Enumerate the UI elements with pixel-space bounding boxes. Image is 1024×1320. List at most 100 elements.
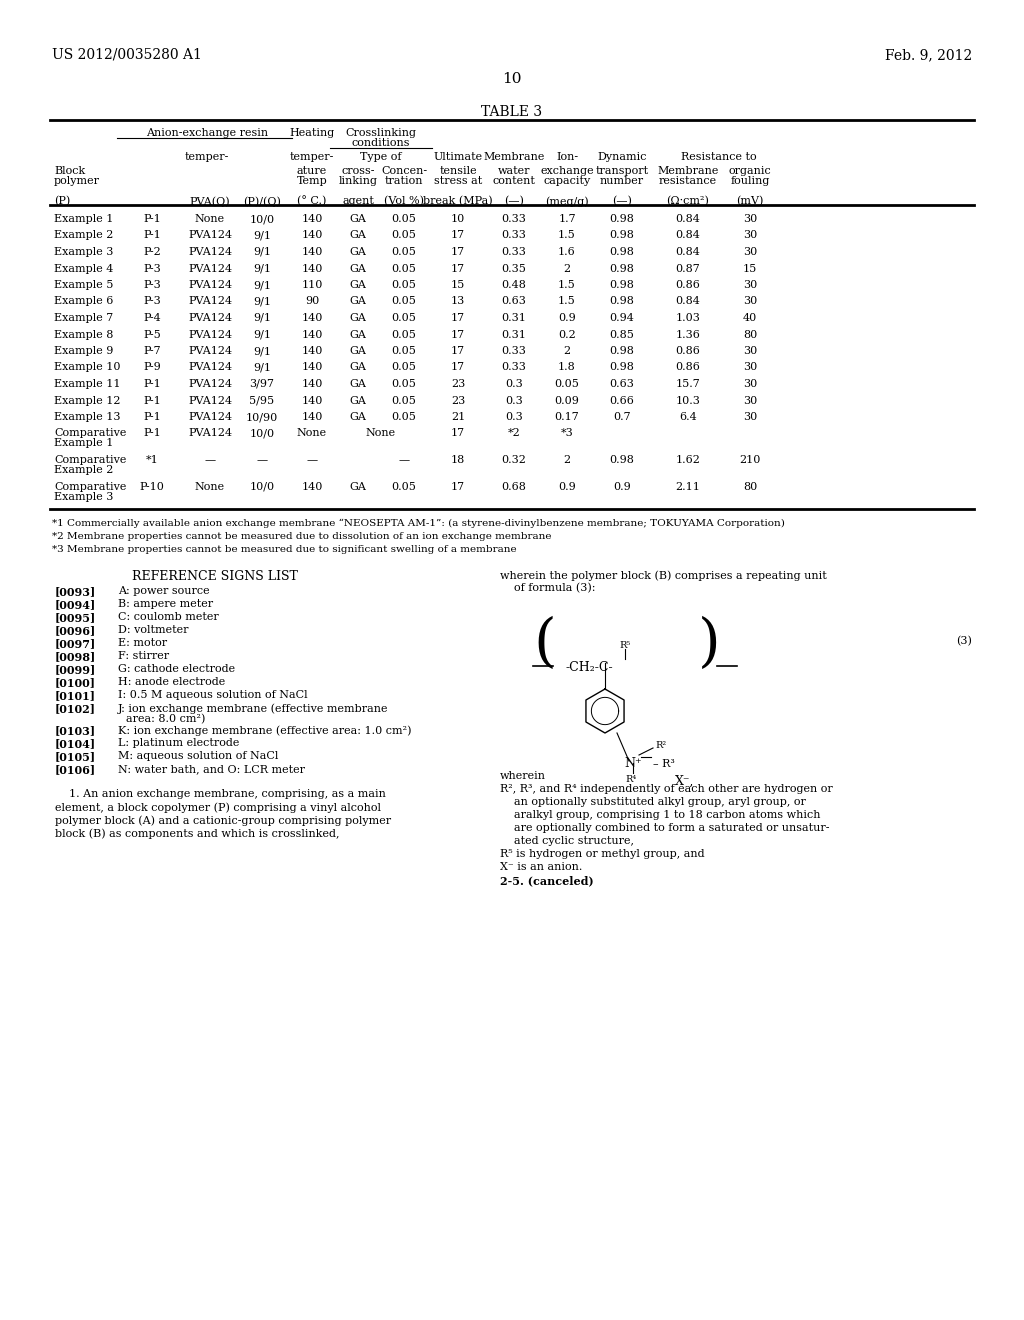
Text: 1.62: 1.62 (676, 455, 700, 465)
Text: element, a block copolymer (P) comprising a vinyl alcohol: element, a block copolymer (P) comprisin… (55, 803, 381, 813)
Text: Heating: Heating (290, 128, 335, 139)
Text: Resistance to: Resistance to (681, 152, 757, 162)
Text: -CH₂-C-: -CH₂-C- (565, 661, 612, 675)
Text: 10/0: 10/0 (250, 214, 274, 224)
Text: [0104]: [0104] (55, 738, 96, 748)
Text: 1.8: 1.8 (558, 363, 575, 372)
Text: 0.33: 0.33 (502, 346, 526, 356)
Text: GA: GA (349, 313, 367, 323)
Text: Example 9: Example 9 (54, 346, 114, 356)
Text: 30: 30 (742, 396, 757, 405)
Text: Example 6: Example 6 (54, 297, 114, 306)
Text: 140: 140 (301, 313, 323, 323)
Text: 140: 140 (301, 247, 323, 257)
Text: K: ion exchange membrane (effective area: 1.0 cm²): K: ion exchange membrane (effective area… (118, 725, 412, 735)
Text: 140: 140 (301, 346, 323, 356)
Text: X⁻,: X⁻, (675, 775, 694, 788)
Text: (° C.): (° C.) (297, 195, 327, 207)
Text: PVA(Q): PVA(Q) (189, 195, 230, 206)
Text: 21: 21 (451, 412, 465, 422)
Text: 0.05: 0.05 (391, 363, 417, 372)
Text: Example 1: Example 1 (54, 214, 114, 224)
Text: C: coulomb meter: C: coulomb meter (118, 612, 219, 622)
Text: 9/1: 9/1 (253, 247, 271, 257)
Text: 13: 13 (451, 297, 465, 306)
Text: PVA124: PVA124 (188, 379, 232, 389)
Text: N: water bath, and O: LCR meter: N: water bath, and O: LCR meter (118, 764, 305, 774)
Text: L: platinum electrode: L: platinum electrode (118, 738, 240, 748)
Text: A: power source: A: power source (118, 586, 210, 597)
Text: ature: ature (297, 166, 327, 176)
Text: Example 10: Example 10 (54, 363, 121, 372)
Text: 0.66: 0.66 (609, 396, 635, 405)
Text: conditions: conditions (352, 139, 411, 148)
Text: None: None (297, 429, 327, 438)
Text: 10/0: 10/0 (250, 429, 274, 438)
Text: GA: GA (349, 280, 367, 290)
Text: – R³: – R³ (653, 759, 675, 770)
Text: PVA124: PVA124 (188, 412, 232, 422)
Text: GA: GA (349, 412, 367, 422)
Text: GA: GA (349, 214, 367, 224)
Text: Membrane: Membrane (657, 166, 719, 176)
Text: F: stirrer: F: stirrer (118, 651, 169, 661)
Text: polymer: polymer (54, 176, 100, 186)
Text: 30: 30 (742, 297, 757, 306)
Text: wherein the polymer block (B) comprises a repeating unit: wherein the polymer block (B) comprises … (500, 570, 826, 581)
Text: 0.05: 0.05 (391, 231, 417, 240)
Text: 1.5: 1.5 (558, 231, 575, 240)
Text: 0.3: 0.3 (505, 379, 523, 389)
Text: 0.9: 0.9 (558, 482, 575, 491)
Text: Example 3: Example 3 (54, 491, 114, 502)
Text: 0.05: 0.05 (391, 396, 417, 405)
Text: 0.05: 0.05 (391, 264, 417, 273)
Text: area: 8.0 cm²): area: 8.0 cm²) (126, 714, 206, 725)
Text: (—): (—) (504, 195, 524, 206)
Text: 140: 140 (301, 264, 323, 273)
Text: 0.98: 0.98 (609, 346, 635, 356)
Text: G: cathode electrode: G: cathode electrode (118, 664, 236, 675)
Text: 1.36: 1.36 (676, 330, 700, 339)
Text: 0.98: 0.98 (609, 214, 635, 224)
Text: temper-: temper- (290, 152, 334, 162)
Text: 0.98: 0.98 (609, 455, 635, 465)
Text: PVA124: PVA124 (188, 264, 232, 273)
Text: P-2: P-2 (143, 247, 161, 257)
Text: 2: 2 (563, 346, 570, 356)
Text: 90: 90 (305, 297, 319, 306)
Text: 110: 110 (301, 280, 323, 290)
Text: 0.98: 0.98 (609, 264, 635, 273)
Text: Type of: Type of (360, 152, 401, 162)
Text: 0.84: 0.84 (676, 297, 700, 306)
Text: 30: 30 (742, 412, 757, 422)
Text: block (B) as components and which is crosslinked,: block (B) as components and which is cro… (55, 828, 340, 838)
Text: Example 2: Example 2 (54, 465, 114, 475)
Text: capacity: capacity (544, 176, 591, 186)
Text: 140: 140 (301, 231, 323, 240)
Text: polymer block (A) and a cationic-group comprising polymer: polymer block (A) and a cationic-group c… (55, 814, 391, 825)
Text: ): ) (697, 616, 720, 672)
Text: 17: 17 (451, 346, 465, 356)
Text: 0.86: 0.86 (676, 363, 700, 372)
Text: 0.31: 0.31 (502, 313, 526, 323)
Text: PVA124: PVA124 (188, 396, 232, 405)
Text: Example 12: Example 12 (54, 396, 121, 405)
Text: REFERENCE SIGNS LIST: REFERENCE SIGNS LIST (132, 570, 298, 583)
Text: —: — (205, 455, 216, 465)
Text: 10.3: 10.3 (676, 396, 700, 405)
Text: 17: 17 (451, 482, 465, 491)
Text: 5/95: 5/95 (250, 396, 274, 405)
Text: 0.05: 0.05 (391, 214, 417, 224)
Text: 0.2: 0.2 (558, 330, 575, 339)
Text: GA: GA (349, 396, 367, 405)
Text: 9/1: 9/1 (253, 313, 271, 323)
Text: Example 2: Example 2 (54, 231, 114, 240)
Text: (: ( (534, 616, 556, 672)
Text: 0.98: 0.98 (609, 297, 635, 306)
Text: 0.3: 0.3 (505, 396, 523, 405)
Text: 0.84: 0.84 (676, 214, 700, 224)
Text: 0.86: 0.86 (676, 280, 700, 290)
Text: I: 0.5 M aqueous solution of NaCl: I: 0.5 M aqueous solution of NaCl (118, 690, 307, 700)
Text: 210: 210 (739, 455, 761, 465)
Text: GA: GA (349, 231, 367, 240)
